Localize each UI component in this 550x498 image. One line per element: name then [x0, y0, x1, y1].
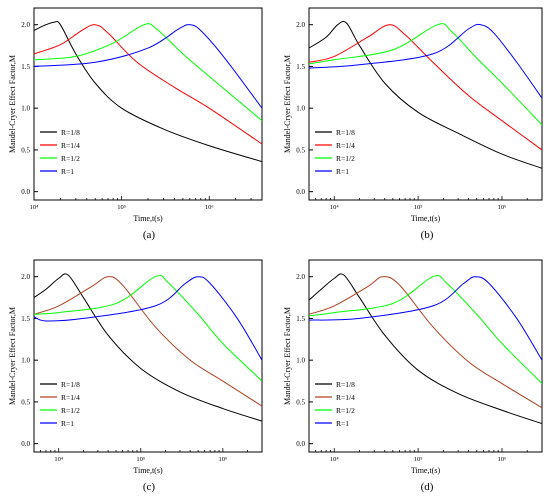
- x-tick-label: 10⁴: [330, 456, 340, 463]
- series-line: [309, 23, 542, 126]
- legend-label: R=1: [61, 419, 74, 428]
- series-line: [34, 276, 262, 407]
- y-tick-label: 1.0: [296, 357, 305, 365]
- x-tick-label: 10⁶: [205, 204, 214, 211]
- series-line: [309, 273, 542, 425]
- y-tick-label: 1.0: [21, 105, 30, 113]
- x-axis-title: Time,t(s): [411, 214, 441, 223]
- series-line: [309, 24, 542, 151]
- panel-caption: (b): [421, 229, 434, 241]
- y-tick-label: 1.5: [296, 315, 305, 323]
- x-tick-label: 10⁴: [54, 456, 64, 463]
- y-axis-title: Mandel-Cryer Effect Factor,M: [283, 55, 292, 153]
- series-line: [34, 24, 262, 145]
- legend-label: R=1/2: [336, 154, 355, 163]
- y-tick-label: 0.0: [21, 440, 30, 448]
- legend-label: R=1: [336, 419, 349, 428]
- x-tick-label: 10⁶: [218, 456, 227, 463]
- y-axis-title: Mandel-Cryer Effect Factor,M: [8, 55, 17, 153]
- x-tick-label: 10⁵: [136, 456, 145, 463]
- y-tick-label: 0.5: [296, 146, 305, 154]
- legend-label: R=1/4: [336, 393, 355, 402]
- x-tick-label: 10⁴: [30, 204, 40, 211]
- series-line: [309, 276, 542, 361]
- legend-label: R=1/8: [61, 380, 80, 389]
- series-line: [34, 273, 262, 422]
- series-line: [34, 24, 262, 109]
- x-tick-label: 10⁴: [330, 204, 340, 211]
- y-tick-label: 1.0: [21, 357, 30, 365]
- legend-label: R=1: [61, 167, 74, 176]
- y-tick-label: 0.5: [21, 146, 30, 154]
- y-axis-title: Mandel-Cryer Effect Factor,M: [283, 307, 292, 405]
- y-tick-label: 0.5: [21, 398, 30, 406]
- legend-label: R=1/4: [61, 141, 80, 150]
- series-group: [309, 273, 542, 425]
- plot-frame: [308, 7, 543, 201]
- legend-label: R=1/8: [61, 128, 80, 137]
- plot-frame: [308, 259, 543, 453]
- legend-label: R=1/4: [336, 141, 355, 150]
- y-tick-label: 0.5: [296, 398, 305, 406]
- panel-caption: (c): [143, 481, 156, 493]
- y-axis-title: Mandel-Cryer Effect Factor,M: [8, 307, 17, 405]
- chart-panel: 0.0 0.5 1.0 1.5 2.0 10⁴ 10⁵ 10⁶ Time,t(s) Mandel-…: [8, 7, 263, 241]
- y-tick-label: 0.0: [21, 188, 30, 196]
- series-line: [309, 23, 542, 99]
- x-tick-label: 10⁵: [414, 456, 423, 463]
- y-tick-label: 2.0: [21, 273, 30, 281]
- legend-label: R=1/4: [61, 393, 80, 402]
- y-tick-label: 1.0: [296, 105, 305, 113]
- y-tick-label: 0.0: [296, 440, 305, 448]
- chart-panel: 0.0 0.5 1.0 1.5 2.0 10⁴ 10⁵ 10⁶ Time,t(s) Mandel-…: [283, 259, 543, 493]
- series-line: [34, 276, 262, 361]
- series-line: [309, 274, 542, 384]
- legend-label: R=1/2: [61, 154, 80, 163]
- y-tick-label: 2.0: [21, 21, 30, 29]
- legend-label: R=1/8: [336, 380, 355, 389]
- y-tick-label: 1.5: [21, 63, 30, 71]
- series-line: [34, 274, 262, 382]
- chart-panel: 0.0 0.5 1.0 1.5 2.0 10⁴ 10⁵ 10⁶ Time,t(s) Mandel-…: [8, 259, 263, 493]
- x-tick-label: 10⁵: [117, 204, 126, 211]
- legend-label: R=1/8: [336, 128, 355, 137]
- legend-label: R=1: [336, 167, 349, 176]
- series-group: [309, 20, 542, 169]
- legend-label: R=1/2: [61, 406, 80, 415]
- series-line: [34, 23, 262, 122]
- x-axis-title: Time,t(s): [411, 466, 441, 475]
- y-tick-label: 2.0: [296, 21, 305, 29]
- x-tick-label: 10⁶: [498, 204, 507, 211]
- series-group: [34, 20, 262, 163]
- series-line: [309, 276, 542, 409]
- panel-caption: (d): [421, 481, 434, 493]
- x-tick-label: 10⁶: [498, 456, 507, 463]
- series-line: [34, 20, 262, 163]
- plot-frame: [33, 259, 263, 453]
- x-tick-label: 10⁵: [414, 204, 423, 211]
- y-tick-label: 1.5: [296, 63, 305, 71]
- y-tick-label: 0.0: [296, 188, 305, 196]
- y-tick-label: 1.5: [21, 315, 30, 323]
- panel-caption: (a): [143, 229, 156, 241]
- series-group: [34, 273, 262, 422]
- y-tick-label: 2.0: [296, 273, 305, 281]
- x-axis-title: Time,t(s): [133, 214, 163, 223]
- x-axis-title: Time,t(s): [133, 466, 163, 475]
- legend-label: R=1/2: [336, 406, 355, 415]
- chart-panel: 0.0 0.5 1.0 1.5 2.0 10⁴ 10⁵ 10⁶ Time,t(s) Mandel-…: [283, 7, 543, 241]
